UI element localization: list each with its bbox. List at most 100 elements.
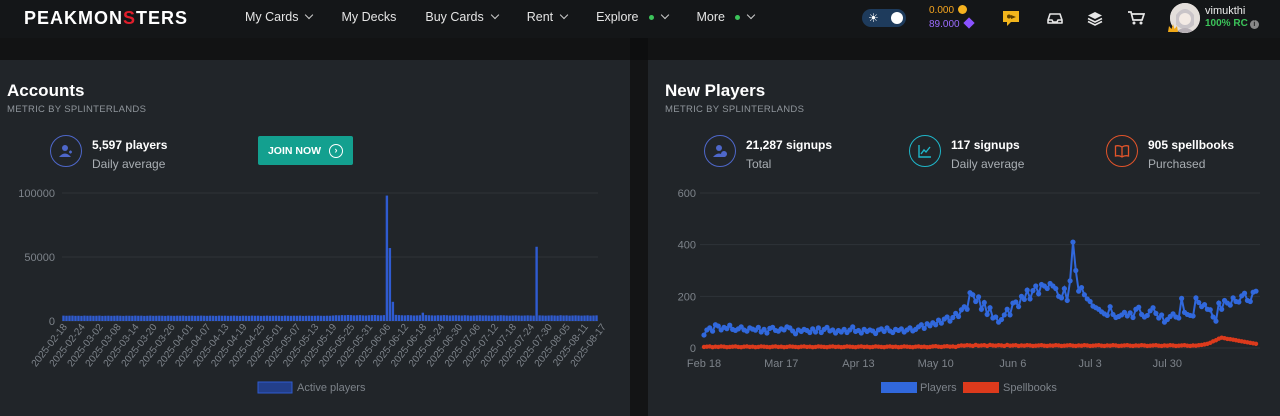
x-tick-label: Jul 30: [1153, 358, 1182, 370]
bar: [182, 315, 185, 321]
bar: [469, 315, 472, 321]
balances[interactable]: 0.000 89.000: [929, 4, 975, 32]
bar: [301, 315, 305, 321]
data-point: [1013, 299, 1019, 305]
book-icon: [1106, 135, 1138, 167]
bar: [373, 314, 377, 321]
theme-toggle[interactable]: ☀: [862, 9, 906, 27]
layers-icon[interactable]: [1085, 9, 1105, 27]
bar: [307, 315, 311, 321]
join-now-button[interactable]: JOIN NOW ›: [258, 136, 353, 165]
bar: [167, 315, 170, 321]
bar: [116, 315, 119, 321]
inbox-icon[interactable]: [1045, 9, 1065, 27]
x-tick-label: May 10: [918, 358, 954, 370]
bar: [484, 315, 487, 321]
data-point: [1150, 305, 1156, 311]
username[interactable]: vimukthi: [1205, 5, 1246, 17]
menu-item-more[interactable]: More: [697, 10, 756, 24]
menu-item-my-decks[interactable]: My Decks: [341, 10, 396, 24]
bar: [571, 315, 574, 321]
bar: [394, 314, 398, 321]
bar: [490, 315, 493, 321]
legend-swatch-players: [881, 382, 917, 393]
bar: [221, 315, 224, 321]
bar: [110, 315, 113, 321]
data-point: [998, 316, 1005, 323]
bar: [460, 315, 463, 321]
bar: [316, 315, 320, 321]
bar: [170, 315, 173, 321]
bar: [161, 315, 164, 321]
info-icon[interactable]: i: [1249, 20, 1259, 29]
x-tick-label: Mar 17: [764, 358, 798, 370]
bar: [140, 315, 143, 321]
bar: [568, 315, 571, 321]
chevron-down-icon: [660, 10, 669, 20]
bar: [334, 315, 338, 321]
bar: [203, 315, 206, 321]
dec-coin-icon: [958, 5, 968, 14]
accounts-stat: 5,597 players Daily average: [50, 135, 167, 171]
menu-label: Explore: [596, 10, 639, 24]
data-point: [981, 299, 987, 306]
y-tick-label: 0: [49, 316, 55, 328]
bar: [113, 315, 116, 321]
y-tick-label: 600: [678, 188, 696, 200]
menu-item-my-cards[interactable]: My Cards: [245, 10, 314, 24]
bar: [101, 315, 104, 321]
data-point: [984, 311, 990, 318]
data-point: [1067, 278, 1073, 284]
menu-item-rent[interactable]: Rent: [527, 10, 569, 24]
cart-icon[interactable]: [1126, 9, 1146, 27]
bar: [107, 315, 110, 321]
bar: [223, 315, 227, 321]
bar: [427, 315, 431, 321]
bar: [574, 315, 577, 321]
bar: [292, 315, 296, 321]
chevron-down-icon: [559, 10, 569, 20]
bar: [388, 248, 392, 321]
y-tick-label: 0: [690, 343, 696, 355]
bar: [400, 315, 404, 321]
data-point: [858, 330, 864, 336]
bar: [526, 315, 529, 321]
bar: [188, 315, 191, 321]
panel-gutter: [630, 60, 648, 416]
bar: [397, 315, 401, 321]
bar: [197, 315, 200, 321]
bar: [313, 315, 317, 321]
data-point: [1073, 267, 1079, 274]
signups-total-label: Total: [746, 157, 772, 171]
bar: [364, 315, 368, 321]
menu-item-explore[interactable]: Explore: [596, 10, 669, 24]
logo-text-b: S: [123, 8, 137, 28]
bar: [505, 315, 508, 321]
bar: [538, 315, 541, 321]
data-point: [727, 322, 733, 328]
peakmonsters-logo[interactable]: PEAKMONSTERS: [24, 8, 188, 29]
bar: [352, 315, 356, 321]
bar: [244, 315, 248, 321]
bar: [65, 315, 68, 321]
bar: [206, 315, 209, 321]
data-point: [1136, 304, 1142, 310]
bar: [80, 315, 83, 321]
data-point: [1247, 298, 1253, 305]
rc-status: 100% RC i: [1205, 18, 1259, 29]
avatar[interactable]: [1170, 3, 1200, 33]
data-point: [1087, 298, 1093, 305]
data-point: [709, 328, 716, 334]
bar: [215, 315, 218, 321]
bar: [83, 315, 86, 321]
bar: [250, 315, 254, 321]
bar: [418, 315, 422, 321]
bar: [409, 315, 413, 321]
x-tick-label: Jul 3: [1078, 358, 1101, 370]
bar: [430, 315, 434, 321]
data-point: [1064, 297, 1070, 304]
menu-item-buy-cards[interactable]: Buy Cards: [425, 10, 499, 24]
accounts-panel: Accounts METRIC BY SPLINTERLANDS 5,597 p…: [0, 60, 630, 416]
chat-icon[interactable]: [1001, 9, 1021, 27]
bar: [517, 315, 520, 321]
